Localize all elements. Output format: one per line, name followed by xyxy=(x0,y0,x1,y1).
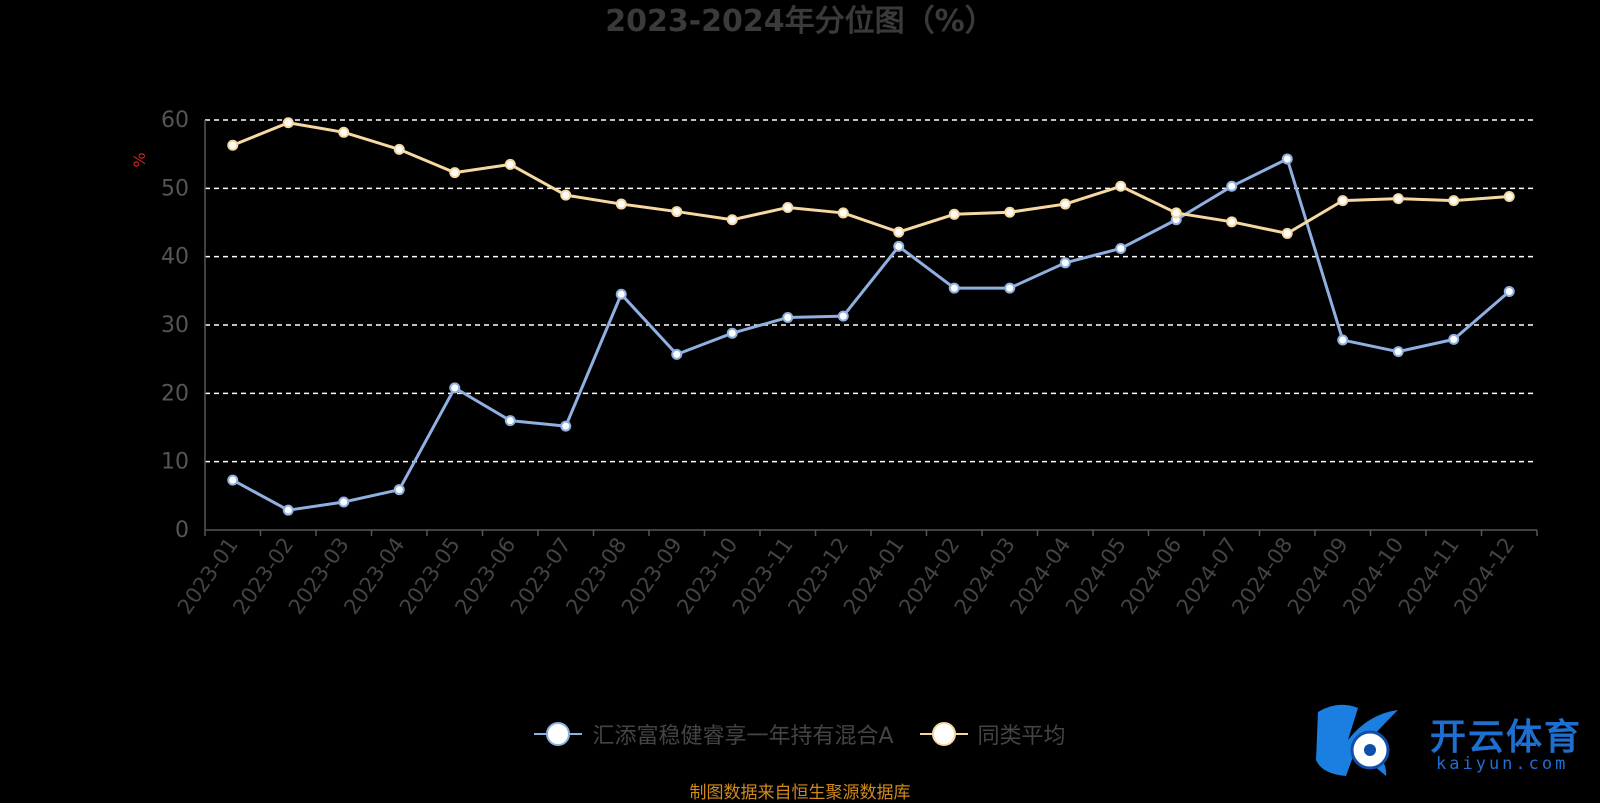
logo-domain: kaiyun.com xyxy=(1436,754,1569,774)
series-0-point-2023-11 xyxy=(782,311,794,323)
series-0-point-2024-11 xyxy=(1448,333,1460,345)
legend-swatch-peer-average xyxy=(919,722,968,746)
series-1-point-2024-02 xyxy=(948,208,960,220)
series-1-point-2023-01 xyxy=(227,139,239,151)
y-tick-label-50: 50 xyxy=(161,176,189,201)
series-1-point-2023-05 xyxy=(449,167,461,179)
legend-label-peer-average: 同类平均 xyxy=(977,724,1066,749)
series-1-point-2024-11 xyxy=(1448,195,1460,207)
series-1-point-2023-12 xyxy=(837,207,849,219)
y-tick-label-0: 0 xyxy=(175,518,189,543)
series-0-point-2023-09 xyxy=(671,348,683,360)
y-tick-label-10: 10 xyxy=(161,450,189,475)
series-0-point-2023-02 xyxy=(282,504,294,516)
series-1-point-2024-06 xyxy=(1170,207,1182,219)
series-1-point-2024-03 xyxy=(1004,206,1016,218)
series-0-point-2024-12 xyxy=(1503,286,1515,298)
series-1-point-2023-09 xyxy=(671,206,683,218)
y-tick-label-40: 40 xyxy=(161,245,189,270)
series-0-point-2024-04 xyxy=(1059,257,1071,269)
series-1-point-2024-12 xyxy=(1503,191,1515,203)
y-axis: 0 10 20 30 40 50 60 xyxy=(161,108,206,543)
source-note: 制图数据来自恒生聚源数据库 xyxy=(689,783,911,803)
series-0-point-2023-12 xyxy=(837,310,849,322)
series-0-point-2024-02 xyxy=(948,282,960,294)
series-layer xyxy=(227,117,1515,516)
legend: 汇添富稳健睿享一年持有混合A 同类平均 xyxy=(0,718,1600,750)
series-1-point-2023-03 xyxy=(338,126,350,138)
series-1-point-2024-08 xyxy=(1281,227,1293,239)
series-0-point-2024-01 xyxy=(893,240,905,252)
legend-marker-peer-average xyxy=(931,722,956,746)
series-1 xyxy=(227,117,1515,239)
series-1-point-2024-07 xyxy=(1226,216,1238,228)
y-axis-label: % xyxy=(130,152,149,167)
legend-marker-fund xyxy=(546,722,571,746)
series-1-point-2023-04 xyxy=(393,143,405,155)
x-axis: 2023-012023-022023-032023-042023-052023-… xyxy=(173,529,1538,619)
series-0-point-2023-01 xyxy=(227,474,239,486)
series-1-point-2023-11 xyxy=(782,201,794,213)
series-0-point-2024-05 xyxy=(1115,242,1127,254)
series-0-point-2023-10 xyxy=(726,327,738,339)
series-0-point-2023-08 xyxy=(615,288,627,300)
series-1-point-2023-08 xyxy=(615,198,627,210)
series-1-point-2023-02 xyxy=(282,117,294,129)
series-0-point-2024-08 xyxy=(1281,153,1293,165)
series-1-point-2023-07 xyxy=(560,189,572,201)
legend-item-fund[interactable]: 汇添富稳健睿享一年持有混合A xyxy=(534,718,894,750)
series-0-point-2024-03 xyxy=(1004,282,1016,294)
logo-name: 开云体育 xyxy=(1430,717,1583,758)
series-0-point-2024-07 xyxy=(1226,180,1238,192)
line-chart: 0 10 20 30 40 50 60 2023-012023-022023-032023-… xyxy=(130,108,1538,619)
legend-label-fund: 汇添富稳健睿享一年持有混合A xyxy=(592,724,894,749)
series-1-point-2024-04 xyxy=(1059,198,1071,210)
y-tick-label-30: 30 xyxy=(161,313,189,338)
series-0-point-2024-10 xyxy=(1392,346,1404,358)
series-0-point-2023-05 xyxy=(449,382,461,394)
series-1-point-2024-10 xyxy=(1392,193,1404,205)
y-tick-label-60: 60 xyxy=(161,108,189,133)
series-1-point-2024-09 xyxy=(1337,195,1349,207)
legend-swatch-fund xyxy=(534,722,583,746)
series-line-1 xyxy=(232,121,1510,235)
series-1-point-2024-05 xyxy=(1115,180,1127,192)
series-0 xyxy=(227,153,1515,516)
y-tick-label-20: 20 xyxy=(161,381,189,406)
series-0-point-2023-06 xyxy=(504,415,516,427)
series-0-point-2024-09 xyxy=(1337,334,1349,346)
series-line-0 xyxy=(232,157,1511,512)
series-0-point-2023-07 xyxy=(560,420,572,432)
kaiyun-logo xyxy=(1316,704,1398,776)
series-1-point-2023-10 xyxy=(726,214,738,226)
series-0-point-2023-03 xyxy=(338,496,350,508)
chart-title: 2023-2024年分位图（%） xyxy=(605,4,995,39)
series-1-point-2024-01 xyxy=(893,226,905,238)
series-0-point-2023-04 xyxy=(393,484,405,496)
legend-item-peer-average[interactable]: 同类平均 xyxy=(919,718,1066,750)
series-1-point-2023-06 xyxy=(504,158,516,170)
grid-lines xyxy=(205,119,1537,463)
